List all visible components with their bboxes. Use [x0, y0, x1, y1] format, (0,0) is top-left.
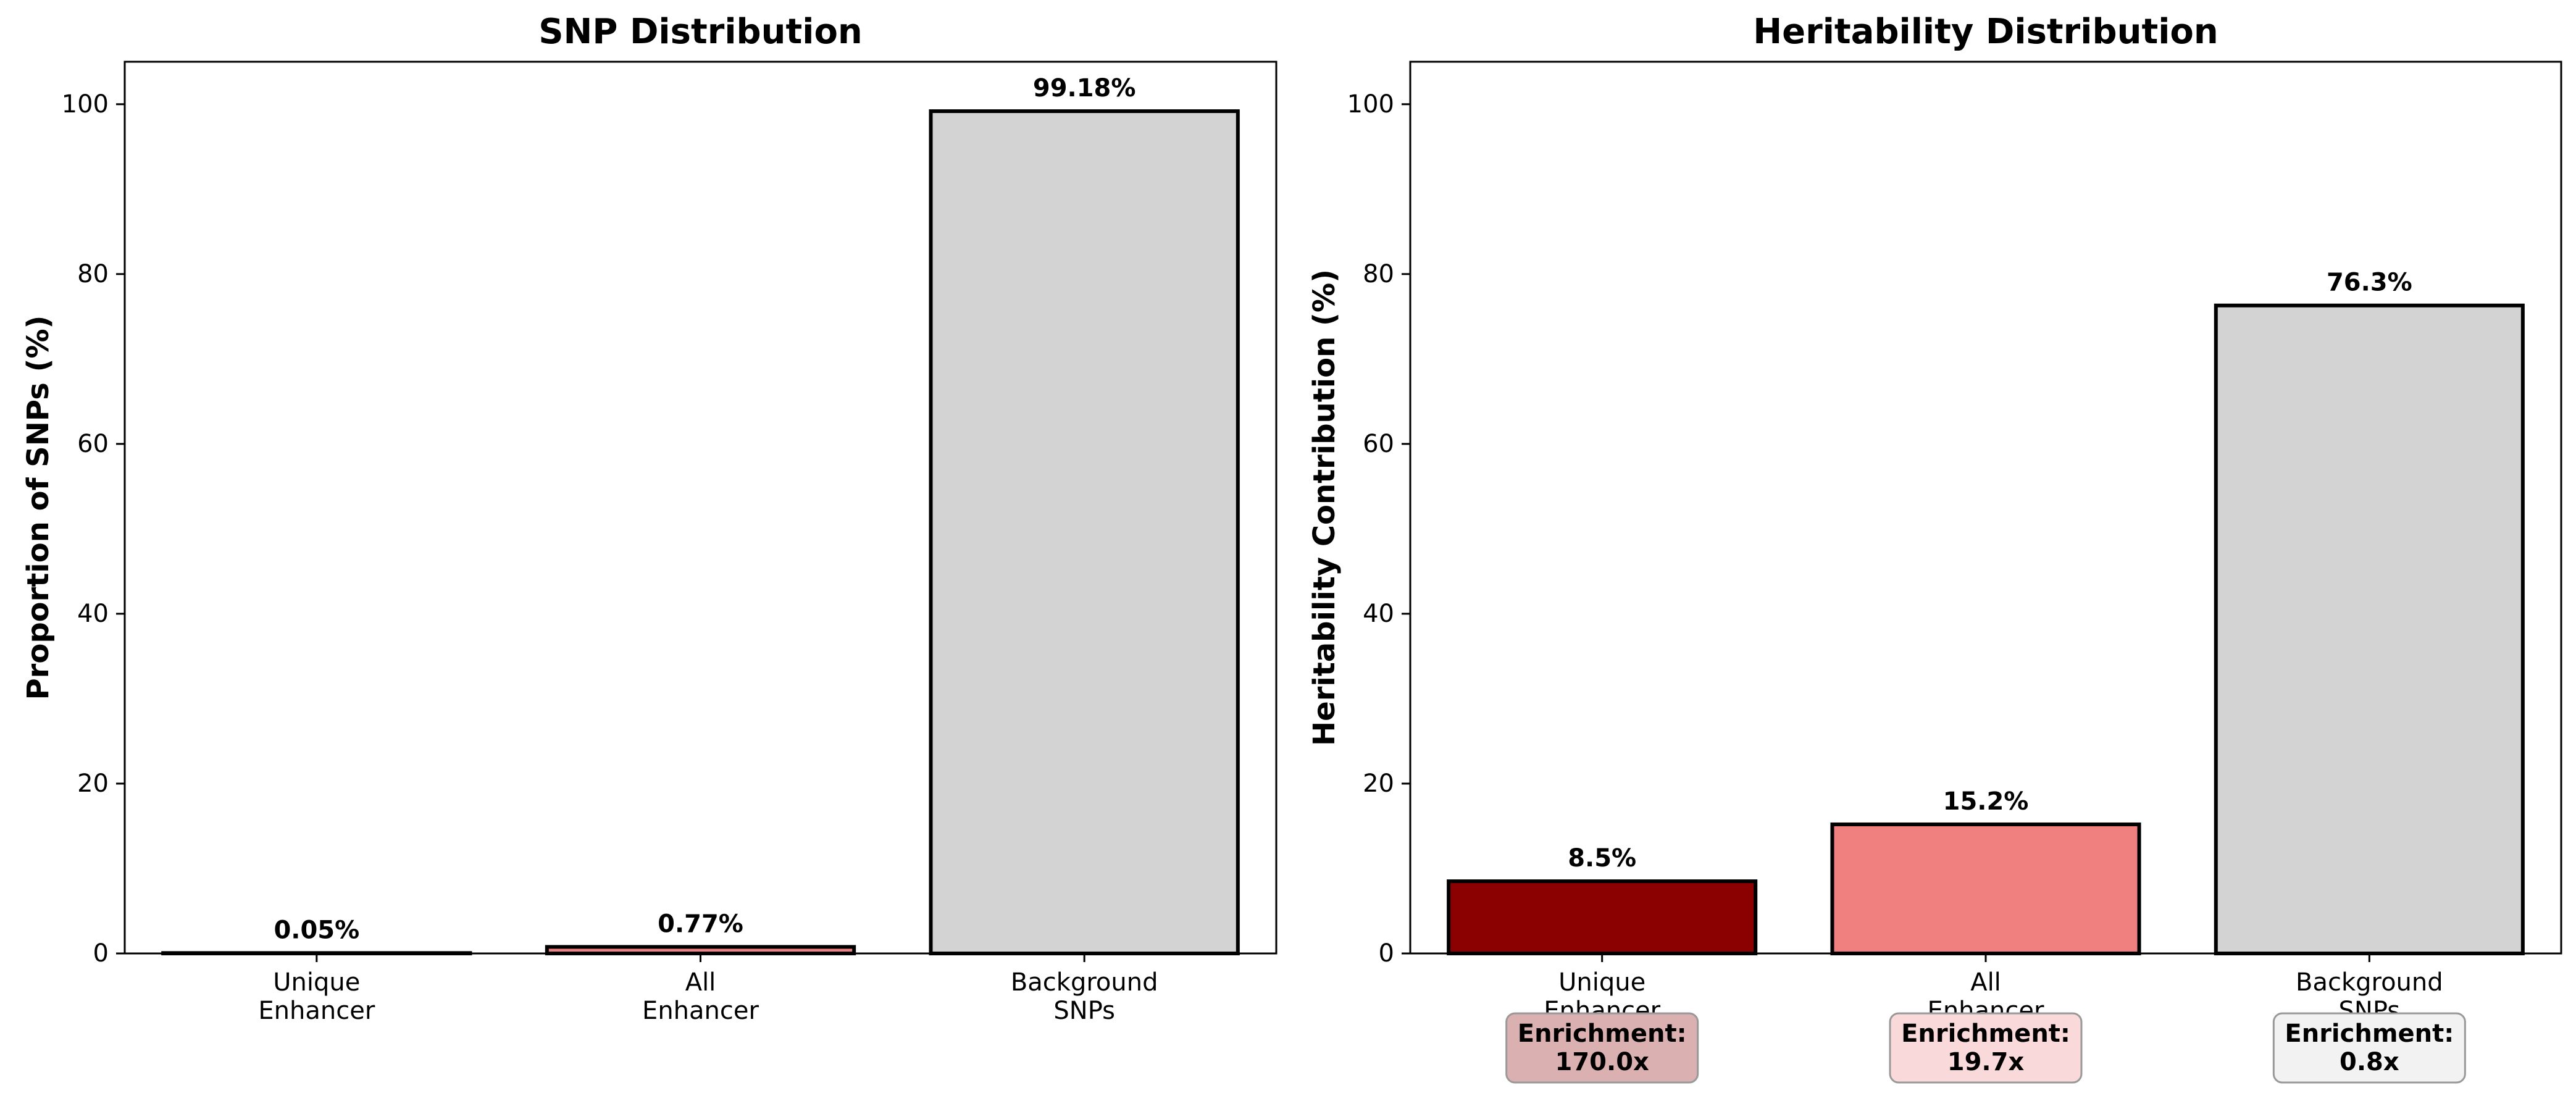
chart-title: SNP Distribution — [538, 12, 863, 52]
data-label: 0.77% — [658, 910, 743, 938]
data-label: 0.05% — [274, 916, 359, 944]
data-label: 76.3% — [2327, 269, 2412, 297]
y-axis-label: Proportion of SNPs (%) — [21, 316, 56, 700]
bar-3 — [2214, 303, 2525, 955]
y-tick-label: 20 — [1363, 769, 1394, 798]
bar-2 — [545, 945, 856, 955]
enrichment-box — [2272, 1012, 2466, 1084]
y-axis-label: Heritability Contribution (%) — [1307, 269, 1342, 746]
y-tick-label: 0 — [93, 939, 109, 968]
enrichment-label: Enrichment: 19.7x — [1901, 1020, 2070, 1076]
y-tick-label: 100 — [1347, 90, 1394, 119]
chart-panel-2: Heritability Distribution Heritability Co… — [1307, 12, 2562, 1084]
bar-2 — [1830, 822, 2141, 956]
enrichment-label: Enrichment: 170.0x — [1518, 1020, 1687, 1076]
data-label: 8.5% — [1568, 844, 1636, 873]
bar-1 — [1447, 879, 1758, 955]
chart-title: Heritability Distribution — [1753, 12, 2218, 52]
bar-3 — [929, 109, 1240, 956]
x-tick-label: Background SNPs — [1011, 968, 1158, 1025]
y-tick-label: 40 — [77, 600, 109, 628]
data-label: 15.2% — [1943, 787, 2029, 816]
y-tick-label: 60 — [77, 430, 109, 458]
x-tick-label: Unique Enhancer — [258, 968, 375, 1025]
y-tick-label: 20 — [77, 769, 109, 798]
y-tick-label: 100 — [62, 90, 109, 119]
data-label: 99.18% — [1033, 74, 1136, 103]
enrichment-box — [1505, 1012, 1699, 1084]
y-tick-label: 40 — [1363, 600, 1394, 628]
x-tick-label: All Enhancer — [642, 968, 759, 1025]
y-tick-label: 60 — [1363, 430, 1394, 458]
y-tick-label: 80 — [77, 260, 109, 288]
y-tick-label: 0 — [1379, 939, 1394, 968]
enrichment-box — [1889, 1012, 2083, 1084]
enrichment-label: Enrichment: 0.8x — [2285, 1020, 2454, 1076]
chart-panel-1: SNP Distribution Proportion of SNPs (%) 0 2… — [21, 12, 1278, 1025]
y-tick-label: 80 — [1363, 260, 1394, 288]
